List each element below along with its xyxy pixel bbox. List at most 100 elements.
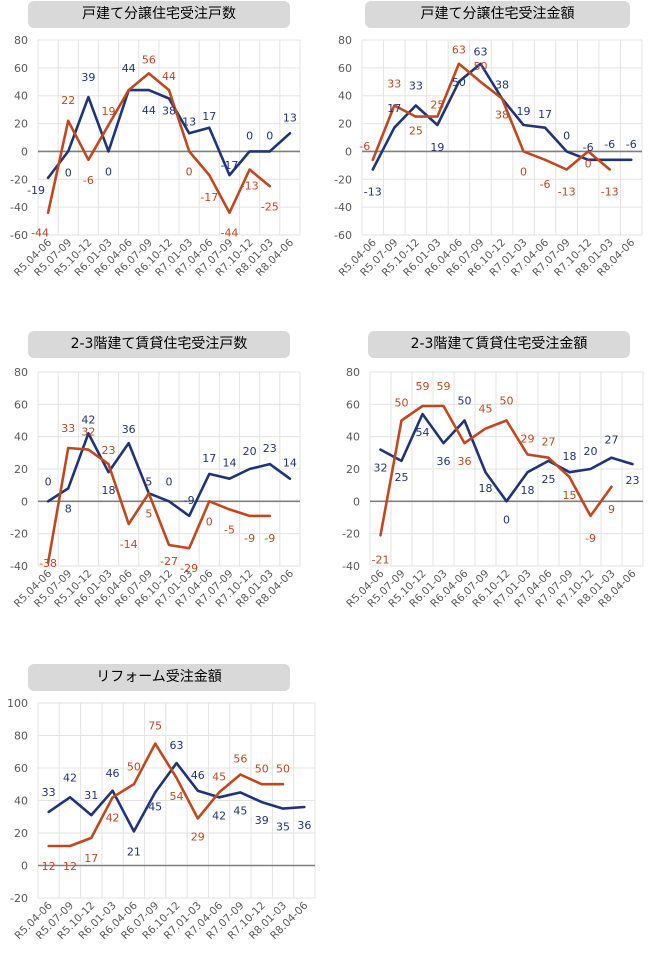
data-label-blue: 20 bbox=[584, 445, 598, 458]
data-label-blue: 0 bbox=[45, 475, 52, 488]
y-tick-label: 40 bbox=[14, 90, 28, 103]
data-label-orange: 0 bbox=[520, 165, 527, 178]
y-tick-label: 20 bbox=[346, 463, 360, 476]
data-label-blue: 36 bbox=[122, 423, 136, 436]
series-line-blue bbox=[379, 412, 634, 503]
data-label-blue: -6 bbox=[626, 138, 637, 151]
line-chart: 806040200-20-40-60R5.04-06R5.07-09R5.10-… bbox=[10, 34, 301, 279]
y-tick-label: -60 bbox=[10, 229, 28, 242]
chart-title: 2-3階建て賃貸住宅受注戸数 bbox=[28, 331, 290, 358]
data-label-orange: 38 bbox=[495, 109, 509, 122]
data-label-blue: 42 bbox=[63, 771, 77, 784]
y-tick-label: -20 bbox=[10, 528, 28, 541]
data-label-blue: 39 bbox=[255, 814, 269, 827]
data-label-blue: 50 bbox=[452, 76, 466, 89]
y-tick-label: 60 bbox=[346, 398, 360, 411]
data-label-orange: 0 bbox=[206, 515, 213, 528]
data-label-orange: 5 bbox=[145, 507, 152, 520]
data-label-orange: 17 bbox=[84, 852, 98, 865]
data-label-blue: 25 bbox=[542, 473, 556, 486]
data-label-blue: 44 bbox=[122, 62, 136, 75]
data-label-orange: -44 bbox=[220, 227, 238, 240]
data-label-orange: 27 bbox=[542, 436, 556, 449]
y-tick-label: 20 bbox=[14, 118, 28, 131]
line-chart: 806040200-20-40-60R5.04-06R5.07-09R5.10-… bbox=[334, 34, 643, 279]
y-tick-label: 80 bbox=[346, 366, 360, 379]
data-label-blue: 63 bbox=[170, 739, 184, 752]
data-label-blue: 0 bbox=[166, 475, 173, 488]
y-tick-label: 0 bbox=[21, 145, 28, 158]
data-label-blue: 0 bbox=[266, 129, 273, 142]
y-tick-label: 20 bbox=[338, 118, 352, 131]
data-label-orange: -27 bbox=[160, 555, 178, 568]
data-label-orange: 56 bbox=[142, 53, 156, 66]
data-label-blue: 13 bbox=[283, 111, 297, 124]
y-tick-label: 80 bbox=[338, 34, 352, 47]
data-label-blue: -13 bbox=[364, 186, 382, 199]
data-label-orange: 59 bbox=[437, 380, 451, 393]
line-chart: 100806040200-20R5.04-06R5.07-09R5.10-12R… bbox=[7, 697, 316, 942]
data-label-blue: 19 bbox=[517, 105, 531, 118]
chart-panel-4: 2-3階建て賃貸住宅受注金額 80 60 40 20 0 -20 -40 R5.04-06 R5.… bbox=[325, 330, 650, 640]
data-label-orange: -6 bbox=[83, 174, 94, 187]
series-line-blue bbox=[46, 432, 292, 518]
y-tick-label: -20 bbox=[10, 892, 28, 905]
data-label-orange: -6 bbox=[359, 140, 370, 153]
chart-panel-5: リフォーム受注金額 100 80 60 40 20 0 -20 R5.04-06 R5.07-09… bbox=[0, 663, 325, 957]
data-label-blue: 45 bbox=[148, 800, 162, 813]
data-label-blue: 42 bbox=[212, 809, 226, 822]
data-label-blue: 23 bbox=[626, 474, 640, 487]
data-label-blue: 17 bbox=[538, 108, 552, 121]
data-label-orange: 63 bbox=[452, 44, 466, 57]
data-label-orange: 32 bbox=[81, 426, 95, 439]
series-line-orange bbox=[46, 446, 272, 565]
data-label-orange: 29 bbox=[191, 830, 205, 843]
data-label-blue: 20 bbox=[243, 445, 257, 458]
data-label-blue: 0 bbox=[105, 165, 112, 178]
y-tick-label: -60 bbox=[334, 229, 352, 242]
data-label-blue: 14 bbox=[283, 457, 297, 470]
data-label-orange: 50 bbox=[127, 760, 141, 773]
y-tick-label: 60 bbox=[338, 62, 352, 75]
chart-panel-3: 2-3階建て賃貸住宅受注戸数 80 60 40 20 0 -20 -40 R5.04-06 R5.… bbox=[0, 330, 325, 640]
data-label-blue: 18 bbox=[563, 450, 577, 463]
chart-title: 2-3階建て賃貸住宅受注金額 bbox=[368, 331, 630, 358]
data-label-blue: 54 bbox=[416, 426, 430, 439]
data-label-blue: 18 bbox=[479, 482, 493, 495]
data-label-blue: 25 bbox=[395, 471, 409, 484]
data-label-orange: 25 bbox=[430, 99, 444, 112]
data-label-orange: -9 bbox=[264, 532, 275, 545]
data-label-blue: 44 bbox=[142, 104, 156, 117]
data-label-blue: 17 bbox=[387, 102, 401, 115]
data-label-orange: 33 bbox=[61, 422, 75, 435]
data-label-blue: 46 bbox=[106, 767, 120, 780]
data-label-blue: 17 bbox=[202, 110, 216, 123]
series-line-orange bbox=[46, 72, 272, 214]
y-tick-label: 80 bbox=[14, 366, 28, 379]
data-label-orange: 19 bbox=[102, 105, 116, 118]
data-label-orange: -38 bbox=[39, 557, 57, 570]
data-label-orange: 50 bbox=[276, 762, 290, 775]
y-tick-label: 40 bbox=[346, 431, 360, 444]
y-tick-label: 40 bbox=[338, 90, 352, 103]
data-label-orange: 9 bbox=[608, 503, 615, 516]
data-label-blue: 5 bbox=[145, 475, 152, 488]
data-label-blue: 45 bbox=[233, 804, 247, 817]
data-label-orange: -6 bbox=[540, 178, 551, 191]
y-tick-label: 0 bbox=[21, 860, 28, 873]
data-label-blue: 31 bbox=[84, 789, 98, 802]
series-line-orange bbox=[47, 742, 285, 848]
data-label-blue: 32 bbox=[374, 462, 388, 475]
data-label-blue: 18 bbox=[521, 484, 535, 497]
y-tick-label: 0 bbox=[353, 495, 360, 508]
y-tick-label: 100 bbox=[7, 697, 28, 710]
data-label-orange: -13 bbox=[241, 180, 259, 193]
chart-title: 戸建て分譲住宅受注金額 bbox=[365, 1, 630, 28]
y-tick-label: 0 bbox=[345, 145, 352, 158]
data-label-blue: 27 bbox=[605, 434, 619, 447]
series-line-blue bbox=[47, 761, 306, 833]
data-label-blue: 63 bbox=[473, 46, 487, 59]
data-label-blue: 8 bbox=[65, 502, 72, 515]
data-label-orange: -25 bbox=[261, 200, 279, 213]
chart-title: 戸建て分譲住宅受注戸数 bbox=[28, 1, 290, 28]
